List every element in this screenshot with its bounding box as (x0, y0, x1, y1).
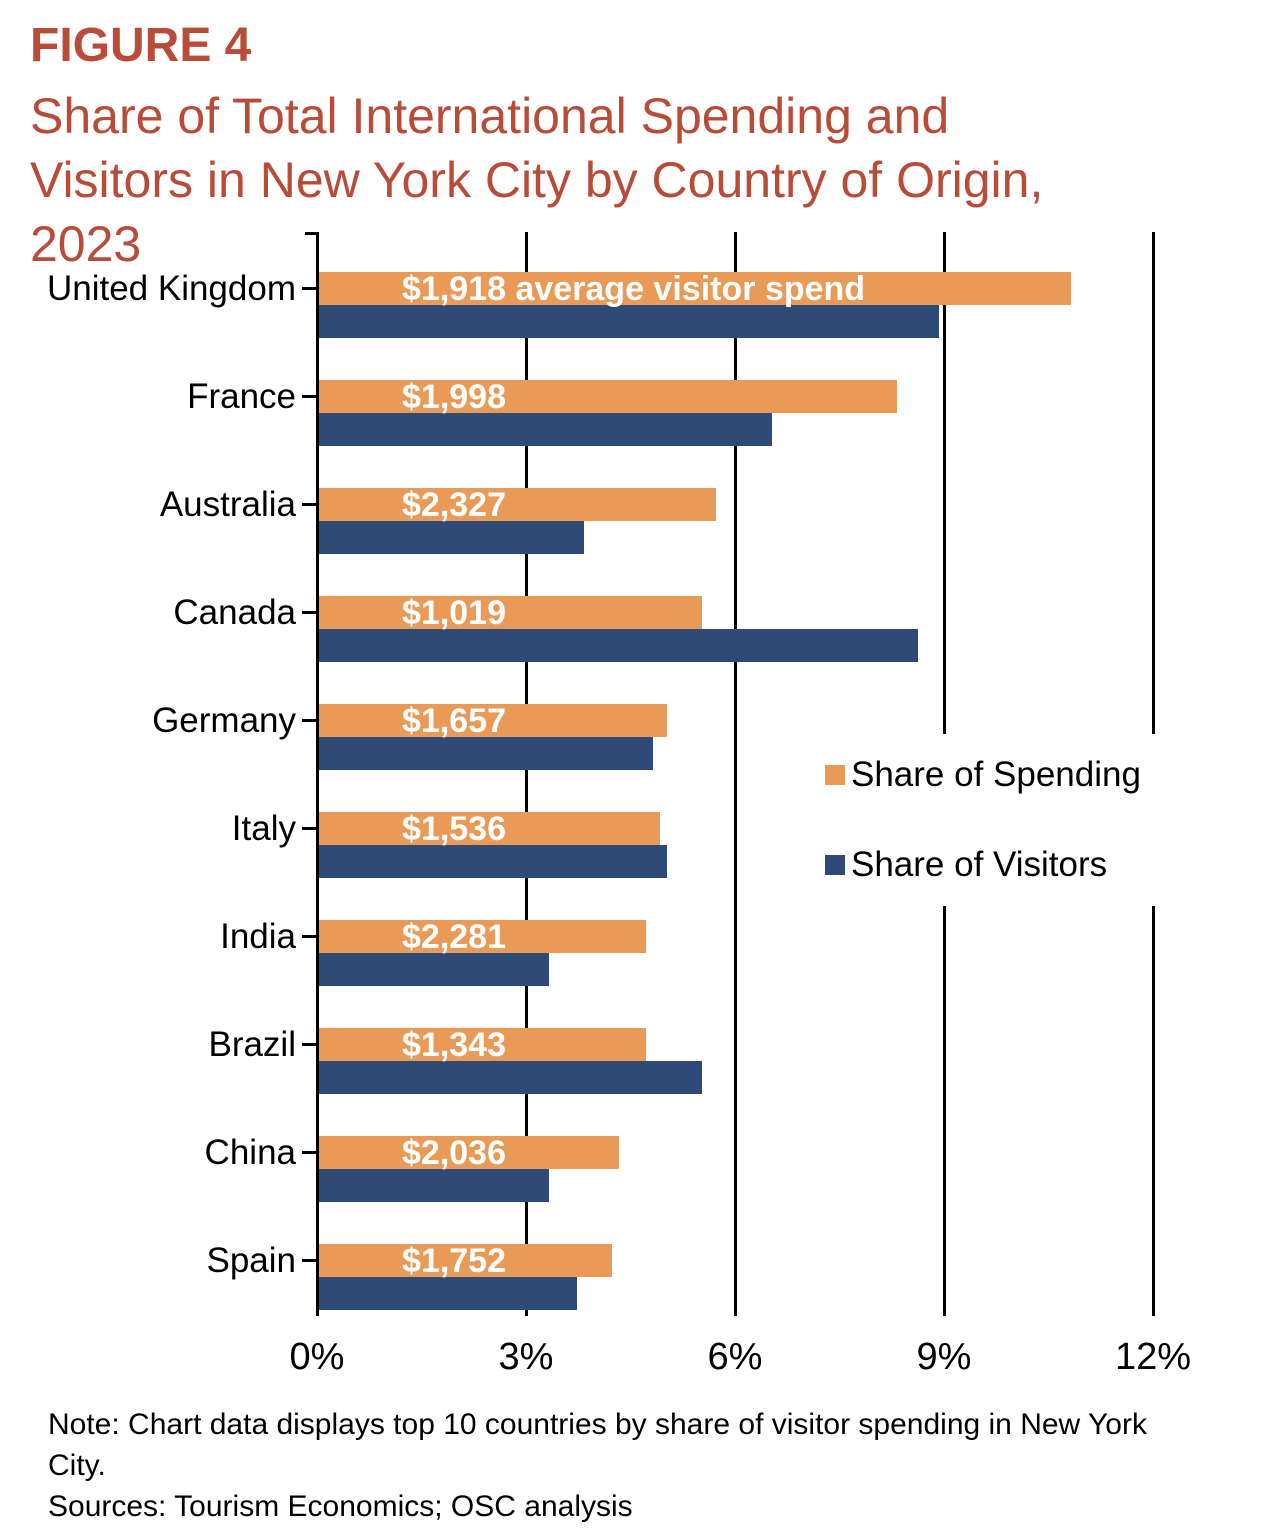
gridline-3pct (525, 232, 528, 1316)
spending-bar-china (319, 1136, 619, 1169)
legend-visitors-label: Share of Visitors (851, 845, 1108, 884)
spending-bar-india (319, 920, 646, 953)
bar-value-label: $1,536 (402, 810, 506, 848)
category-label-italy: Italy (231, 809, 296, 848)
category-label-canada: Canada (173, 593, 296, 632)
note-text: Note: Chart data displays top 10 countri… (48, 1408, 1147, 1482)
category-label-spain: Spain (206, 1241, 296, 1280)
spending-bar-france (319, 380, 897, 413)
category-tick (302, 1259, 316, 1262)
bar-value-label: $1,657 (402, 702, 506, 740)
category-label-germany: Germany (152, 701, 296, 740)
category-label-brazil: Brazil (208, 1025, 296, 1064)
visitors-swatch-icon (825, 855, 845, 875)
x-tick-label-3pct: 3% (498, 1336, 554, 1378)
visitors-bar-china (319, 1169, 549, 1202)
category-tick (302, 503, 316, 506)
spending-bar-germany (319, 704, 667, 737)
category-tick (302, 395, 316, 398)
spending-swatch-icon (825, 765, 845, 785)
visitors-bar-italy (319, 845, 667, 878)
visitors-bar-brazil (319, 1061, 702, 1094)
sources-text: Sources: Tourism Economics; OSC analysis (48, 1490, 633, 1523)
bar-value-label: $1,343 (402, 1026, 506, 1064)
visitors-bar-canada (319, 629, 918, 662)
axis-top-tick (305, 232, 319, 235)
visitors-bar-india (319, 953, 549, 986)
figure-title-line-2: Visitors in New York City by Country of … (30, 152, 1044, 208)
footnotes: Note: Chart data displays top 10 countri… (48, 1404, 1198, 1527)
legend-spending-label: Share of Spending (851, 755, 1141, 794)
x-tick-label-0pct: 0% (289, 1336, 345, 1378)
gridline-6pct (734, 232, 737, 1316)
bar-value-label: $2,281 (402, 918, 506, 956)
category-label-china: China (204, 1133, 296, 1172)
category-label-india: India (220, 917, 296, 956)
legend: Share of Spending Share of Visitors (813, 734, 1243, 906)
category-label-australia: Australia (159, 485, 296, 524)
bar-value-label: $1,752 (402, 1242, 506, 1280)
x-tick-label-12pct: 12% (1114, 1336, 1192, 1378)
category-tick (302, 1043, 316, 1046)
gridline-0pct (316, 232, 319, 1316)
spending-bar-spain (319, 1244, 612, 1277)
spending-bar-brazil (319, 1028, 646, 1061)
category-tick (302, 935, 316, 938)
title-block: FIGURE 4 Share of Total International Sp… (30, 14, 1230, 276)
bar-value-label: $2,327 (402, 486, 506, 524)
spending-bar-canada (319, 596, 702, 629)
figure-title-line-3: 2023 (30, 216, 142, 272)
bar-value-label: $1,019 (402, 594, 506, 632)
x-tick-label-6pct: 6% (707, 1336, 763, 1378)
x-tick-label-9pct: 9% (916, 1336, 972, 1378)
category-tick (302, 611, 316, 614)
legend-item-visitors: Share of Visitors (825, 845, 1108, 884)
spending-bar-italy (319, 812, 660, 845)
visitors-bar-spain (319, 1277, 577, 1310)
visitors-bar-germany (319, 737, 653, 770)
bar-value-label: $1,998 (402, 378, 506, 416)
legend-item-spending: Share of Spending (825, 755, 1141, 794)
category-label-united-kingdom: United Kingdom (46, 269, 296, 308)
figure-title-line-1: Share of Total International Spending an… (30, 88, 950, 144)
visitors-bar-australia (319, 521, 584, 554)
spending-bar-australia (319, 488, 716, 521)
figure-number: FIGURE 4 (30, 19, 252, 72)
category-tick (302, 827, 316, 830)
bar-value-label: $1,918 average visitor spend (402, 270, 866, 308)
bar-value-label: $2,036 (402, 1134, 506, 1172)
visitors-bar-france (319, 413, 772, 446)
category-tick (302, 287, 316, 290)
category-label-france: France (187, 377, 296, 416)
category-tick (302, 719, 316, 722)
figure-title: Share of Total International Spending an… (30, 84, 1230, 276)
visitors-bar-united-kingdom (319, 305, 939, 338)
category-tick (302, 1151, 316, 1154)
spending-bar-united-kingdom (319, 272, 1071, 305)
